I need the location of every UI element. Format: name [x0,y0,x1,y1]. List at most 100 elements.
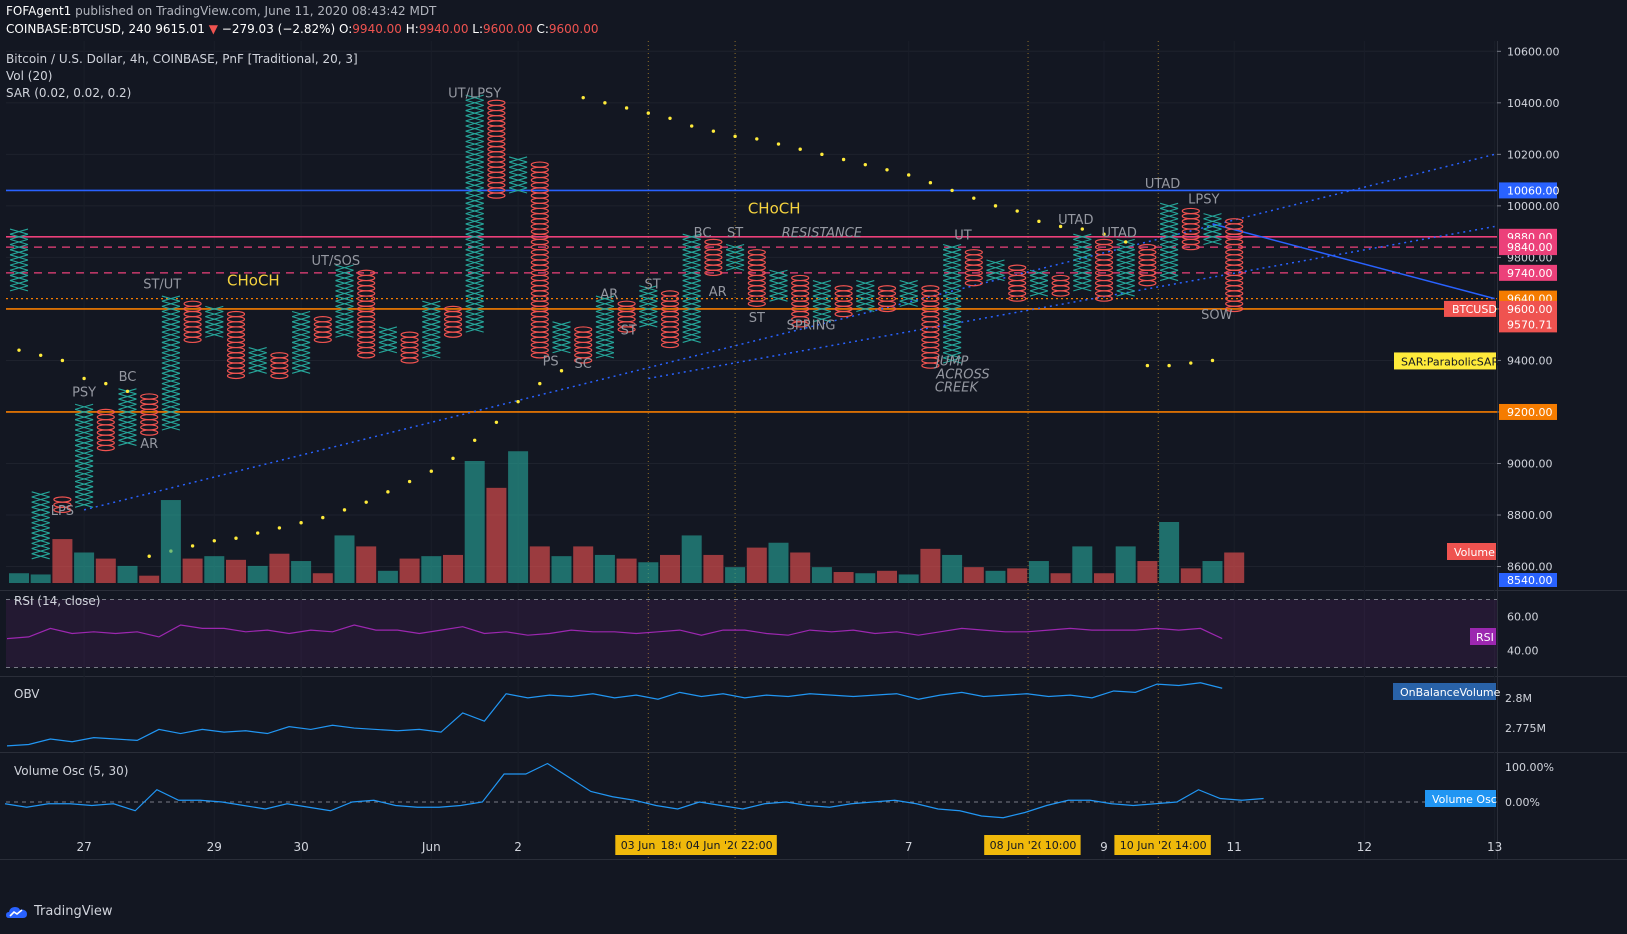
o-box [313,326,332,333]
x-box [9,233,29,240]
x-box [465,254,484,261]
x-box [595,341,615,349]
x-box [9,280,29,287]
o-box [791,310,810,318]
o-box [357,336,376,344]
volume-bar [963,567,984,583]
o-box [660,300,680,307]
x-box [335,305,354,313]
o-box [877,285,897,292]
sar-dot [494,420,499,424]
sar-dot [885,168,889,172]
x-box [465,223,484,230]
x-box [508,177,528,184]
o-box [357,316,376,323]
o-box [660,336,680,344]
o-box [1051,274,1070,282]
sar-dot [755,137,759,141]
x-box [335,285,354,292]
o-column [530,161,549,359]
o-column [183,300,202,344]
time-tick-label: 27 [76,840,91,854]
wyckoff-annotation: UTAD [1102,226,1137,241]
volume-bar [1137,561,1158,583]
volume-bar [269,553,290,583]
o-box [530,341,549,349]
x-column [465,94,484,333]
ohlc-line: COINBASE:BTCUSD, 240 9615.01 ▼ −279.03 (… [6,22,599,36]
o-box [357,352,376,359]
o-box [226,362,246,369]
o-box [660,290,680,297]
x-box [335,310,354,318]
x-box [422,336,441,343]
o-box [530,274,549,282]
o-box [53,496,72,503]
o-column [226,310,246,380]
x-box [465,130,484,137]
x-box [812,290,832,297]
o-box [270,352,289,359]
o-column [1181,207,1200,251]
o-column [877,285,897,313]
time-marker-label: 04 Jun '20 [686,839,741,852]
legend-vol[interactable]: Vol (20) [6,69,53,83]
wyckoff-annotation: ST [727,226,743,241]
o-box [1051,279,1070,287]
x-box [856,290,875,297]
sar-indicator-tag [1394,352,1496,370]
o-box [487,109,506,117]
legend-main[interactable]: Bitcoin / U.S. Dollar, 4h, COINBASE, PnF… [6,52,358,66]
x-box [769,295,788,302]
x-box [9,285,29,292]
o-box [443,326,463,333]
x-box [161,347,181,354]
legend-sar[interactable]: SAR (0.02, 0.02, 0.2) [6,86,132,100]
o-box [834,310,853,318]
symbol-label[interactable]: COINBASE:BTCUSD, 240 [6,22,152,36]
obv-tick-label: 2.775M [1505,722,1546,735]
tradingview-logo[interactable]: TradingView [6,904,113,919]
x-box [682,259,701,266]
o-box [96,408,115,416]
x-box [769,274,788,282]
x-box [335,326,354,333]
o-box [530,176,549,184]
x-box [725,259,745,266]
x-box [595,310,615,318]
x-box [291,357,311,364]
x-box [9,269,29,276]
x-box [465,110,484,117]
x-box [1073,280,1092,287]
x-box [422,310,441,318]
x-box [725,254,745,261]
o-column [704,238,723,277]
o-box [270,362,289,369]
close-value: 9600.00 [548,22,599,36]
sar-dot [125,389,130,394]
x-box [1073,249,1092,256]
x-box [422,352,441,359]
author-name[interactable]: FOFAgent1 [6,4,72,18]
volume-bar [833,572,854,583]
o-box [530,218,549,225]
x-box [465,192,484,199]
o-box [226,321,246,328]
sar-dot [451,456,455,461]
open-value: 9940.00 [352,22,402,36]
o-box [747,290,766,297]
time-marker-tag [1114,835,1181,855]
volume-bar [399,558,420,583]
x-box [1116,290,1135,297]
x-box [291,310,311,318]
x-box [465,213,484,220]
x-box [1203,223,1222,230]
o-box [313,321,332,328]
o-box [660,295,680,302]
x-box [74,491,94,498]
wyckoff-annotation: UTAD [1145,177,1180,192]
sar-dot [907,173,911,177]
o-box [747,285,766,292]
